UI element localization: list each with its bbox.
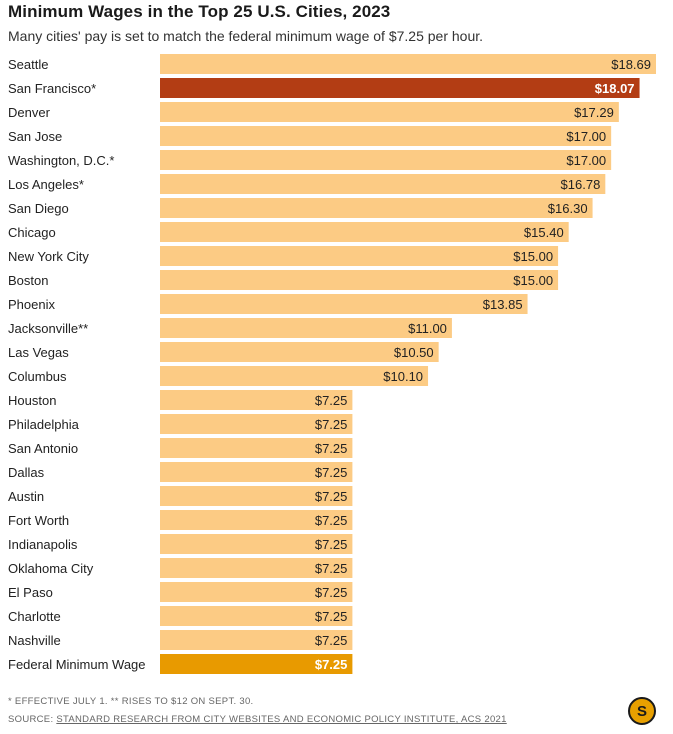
bar xyxy=(160,126,612,146)
bar xyxy=(160,174,606,194)
value-label: $7.25 xyxy=(315,489,348,504)
category-label: Oklahoma City xyxy=(8,561,94,576)
bar xyxy=(160,558,353,578)
category-label: Washington, D.C.* xyxy=(8,153,114,168)
bar xyxy=(160,270,559,290)
bar xyxy=(160,78,640,98)
bar xyxy=(160,54,656,74)
bar xyxy=(160,654,353,674)
category-label: Federal Minimum Wage xyxy=(8,657,146,672)
category-label: Phoenix xyxy=(8,297,55,312)
bar xyxy=(160,582,353,602)
bar xyxy=(160,390,353,410)
category-label: San Antonio xyxy=(8,441,78,456)
value-label: $18.07 xyxy=(595,81,635,96)
value-label: $15.00 xyxy=(513,273,553,288)
value-label: $7.25 xyxy=(315,465,348,480)
footnote: * EFFECTIVE JULY 1. ** RISES TO $12 ON S… xyxy=(8,696,254,707)
value-label: $15.00 xyxy=(513,249,553,264)
value-label: $7.25 xyxy=(315,417,348,432)
bar xyxy=(160,222,569,242)
value-label: $17.00 xyxy=(566,153,606,168)
bar xyxy=(160,198,593,218)
bar xyxy=(160,342,439,362)
value-label: $7.25 xyxy=(315,633,348,648)
chart-title: Minimum Wages in the Top 25 U.S. Cities,… xyxy=(8,2,391,21)
value-label: $18.69 xyxy=(611,57,651,72)
bar xyxy=(160,414,353,434)
value-label: $11.00 xyxy=(408,321,447,336)
bar xyxy=(160,630,353,650)
bar xyxy=(160,462,353,482)
category-label: Las Vegas xyxy=(8,345,69,360)
value-label: $17.29 xyxy=(574,105,614,120)
category-label: Denver xyxy=(8,105,51,120)
bar xyxy=(160,510,353,530)
value-label: $16.30 xyxy=(548,201,588,216)
value-label: $7.25 xyxy=(315,585,348,600)
value-label: $7.25 xyxy=(315,393,348,408)
chart-subtitle: Many cities' pay is set to match the fed… xyxy=(8,28,484,44)
standard-logo-icon[interactable]: S xyxy=(628,697,656,725)
value-label: $17.00 xyxy=(566,129,606,144)
bar xyxy=(160,246,559,266)
category-label: Chicago xyxy=(8,225,56,240)
bar xyxy=(160,150,612,170)
bar xyxy=(160,534,353,554)
value-label: $7.25 xyxy=(315,609,348,624)
value-label: $10.50 xyxy=(394,345,434,360)
category-label: Austin xyxy=(8,489,44,504)
bar xyxy=(160,606,353,626)
bar xyxy=(160,318,452,338)
category-label: San Francisco* xyxy=(8,81,96,96)
bar xyxy=(160,366,429,386)
value-label: $7.25 xyxy=(315,513,348,528)
value-label: $10.10 xyxy=(383,369,423,384)
category-label: San Diego xyxy=(8,201,69,216)
category-label: Boston xyxy=(8,273,48,288)
category-label: Los Angeles* xyxy=(8,177,84,192)
category-label: Houston xyxy=(8,393,56,408)
category-label: Fort Worth xyxy=(8,513,69,528)
bar xyxy=(160,102,619,122)
source-link[interactable]: STANDARD RESEARCH FROM CITY WEBSITES AND… xyxy=(56,714,507,725)
category-label: Dallas xyxy=(8,465,45,480)
category-label: San Jose xyxy=(8,129,62,144)
category-label: Philadelphia xyxy=(8,417,80,432)
category-label: Indianapolis xyxy=(8,537,78,552)
bar xyxy=(160,486,353,506)
category-label: Seattle xyxy=(8,57,48,72)
category-label: Jacksonville** xyxy=(8,321,88,336)
source-line: SOURCE: STANDARD RESEARCH FROM CITY WEBS… xyxy=(8,714,507,725)
bar-chart: Seattle $18.69 San Francisco* $18.07 Denver $… xyxy=(8,54,656,674)
category-label: New York City xyxy=(8,249,89,264)
value-label: $7.25 xyxy=(315,561,348,576)
value-label: $7.25 xyxy=(315,441,348,456)
category-label: Charlotte xyxy=(8,609,61,624)
value-label: $15.40 xyxy=(524,225,564,240)
value-label: $13.85 xyxy=(483,297,523,312)
value-label: $16.78 xyxy=(561,177,601,192)
category-label: Columbus xyxy=(8,369,67,384)
value-label: $7.25 xyxy=(315,657,348,672)
value-label: $7.25 xyxy=(315,537,348,552)
source-prefix: SOURCE: xyxy=(8,714,57,725)
category-label: Nashville xyxy=(8,633,61,648)
category-label: El Paso xyxy=(8,585,53,600)
bar xyxy=(160,438,353,458)
bar xyxy=(160,294,528,314)
